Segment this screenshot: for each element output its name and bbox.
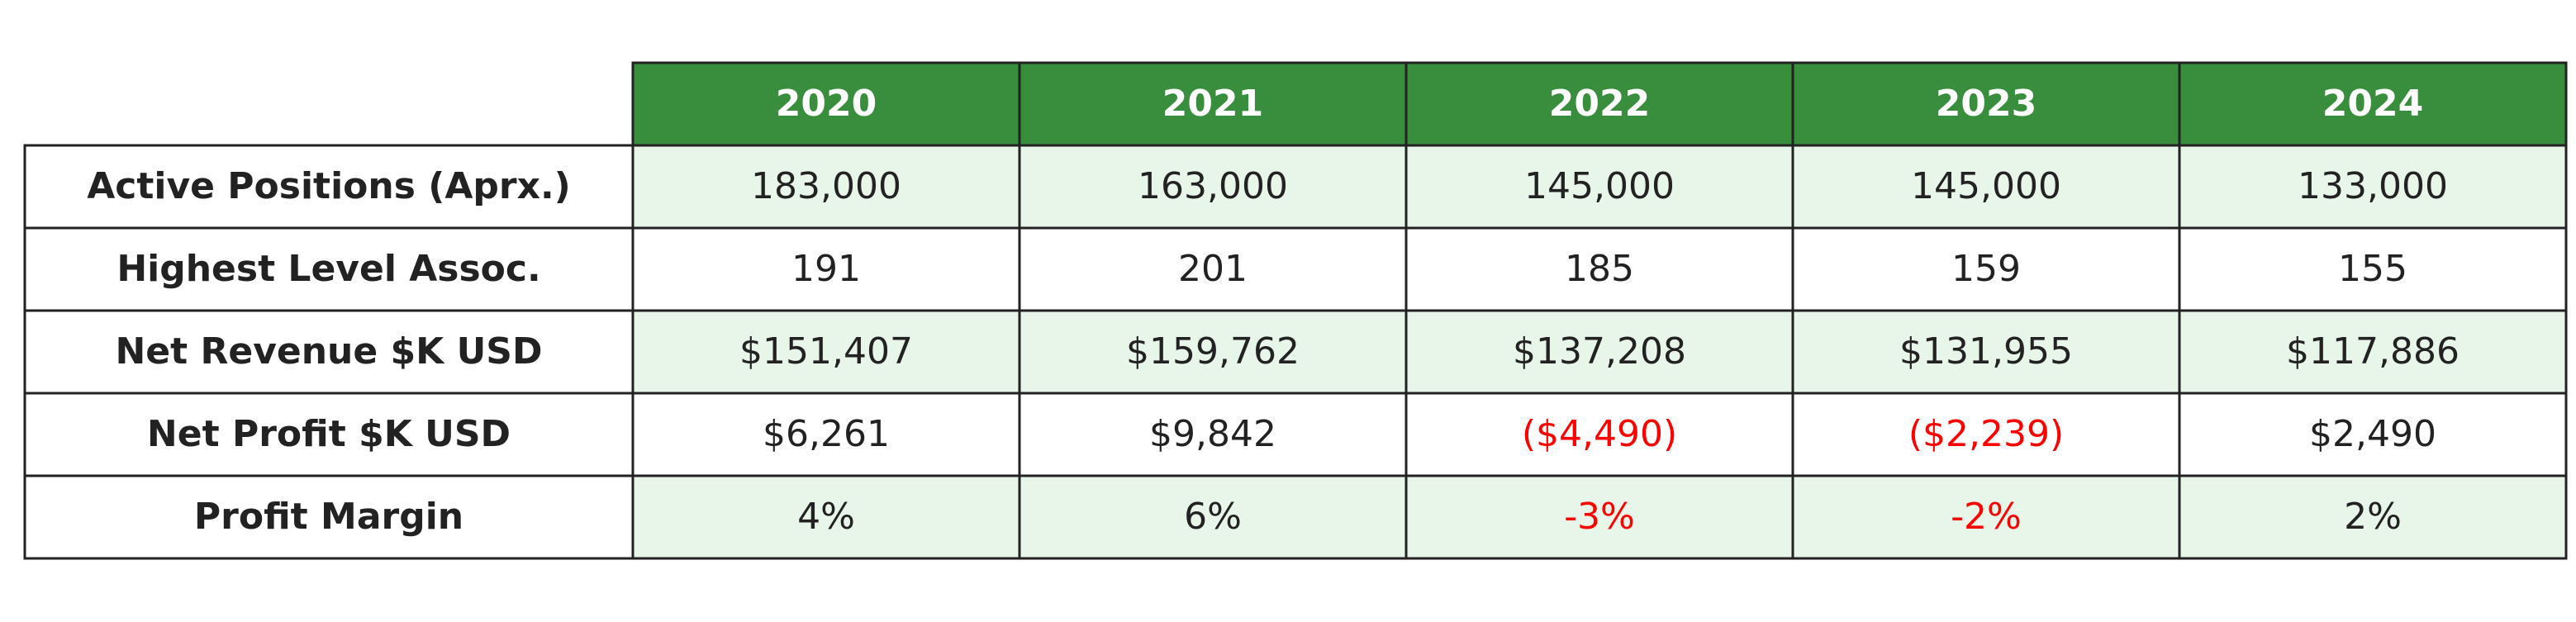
- row-label: Net Revenue $K USD: [115, 330, 542, 373]
- data-cell: [2178, 144, 2568, 230]
- column-header: 2024: [2322, 83, 2423, 125]
- data-cell: [2178, 309, 2568, 395]
- cell-value: 185: [1565, 248, 1634, 290]
- cell-value: -3%: [1564, 496, 1635, 538]
- cell-value: 2%: [2344, 496, 2402, 538]
- cell-value: $6,261: [763, 413, 890, 455]
- cell-value: -2%: [1951, 496, 2022, 538]
- cell-value: $151,407: [739, 330, 913, 373]
- header-cell: [1018, 61, 1408, 147]
- data-cell: [631, 309, 1021, 395]
- cell-value: $2,490: [2309, 413, 2436, 455]
- column-header: 2023: [1936, 83, 2037, 125]
- column-header: 2020: [776, 83, 877, 125]
- row-label: Net Profit $K USD: [147, 413, 511, 455]
- cell-value: 133,000: [2298, 165, 2448, 207]
- cell-value: 163,000: [1138, 165, 1288, 207]
- cell-value: 201: [1178, 248, 1248, 290]
- column-header: 2021: [1162, 83, 1263, 125]
- data-cell: [631, 474, 1021, 560]
- cell-value: $117,886: [2286, 330, 2460, 373]
- data-cell: [1791, 309, 2181, 395]
- row-label-cell: [23, 226, 634, 312]
- cell-value: 159: [1951, 248, 2021, 290]
- cell-value: 6%: [1184, 496, 1242, 538]
- cell-value: 145,000: [1524, 165, 1675, 207]
- row-label: Active Positions (Aprx.): [87, 165, 571, 207]
- cell-value: $9,842: [1149, 413, 1276, 455]
- cell-value: $137,208: [1513, 330, 1686, 373]
- row-label-cell: [23, 144, 634, 230]
- cell-value: 183,000: [751, 165, 901, 207]
- cell-value: 191: [791, 248, 861, 290]
- data-cell: [631, 392, 1021, 477]
- cell-value: 145,000: [1911, 165, 2061, 207]
- data-cell: [1404, 392, 1794, 477]
- data-cell: [1791, 474, 2181, 560]
- data-cell: [1404, 309, 1794, 395]
- data-cell: [1018, 309, 1408, 395]
- row-label: Highest Level Assoc.: [116, 248, 540, 290]
- data-cell: [1791, 226, 2181, 312]
- cell-value: 4%: [797, 496, 855, 538]
- row-label-cell: [23, 309, 634, 395]
- column-header: 2022: [1549, 83, 1650, 125]
- cell-value: $131,955: [1899, 330, 2073, 373]
- cell-value: 155: [2338, 248, 2407, 290]
- data-cell: [2178, 392, 2568, 477]
- data-cell: [1018, 144, 1408, 230]
- data-cell: [2178, 226, 2568, 312]
- data-cell: [1018, 226, 1408, 312]
- cell-value: ($4,490): [1522, 413, 1677, 455]
- header-cell: [631, 61, 1021, 147]
- row-label: Profit Margin: [194, 496, 463, 538]
- cell-value: ($2,239): [1908, 413, 2064, 455]
- data-cell: [1791, 144, 2181, 230]
- cell-value: $159,762: [1126, 330, 1300, 373]
- data-cell: [1791, 392, 2181, 477]
- data-cell: [2178, 474, 2568, 560]
- header-cell: [1404, 61, 1794, 147]
